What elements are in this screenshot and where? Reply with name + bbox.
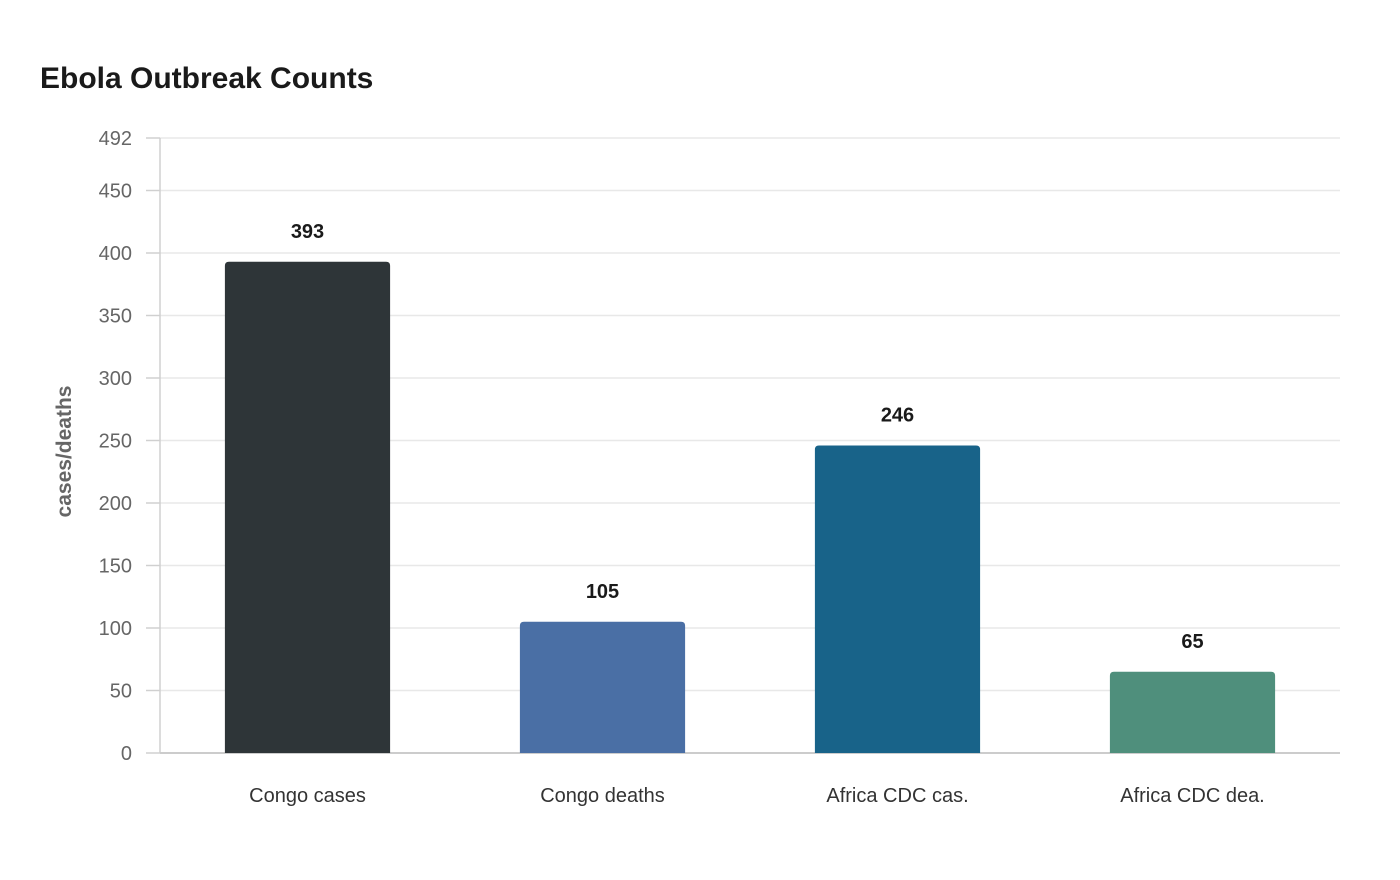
y-tick-label: 400 — [99, 243, 132, 265]
bar — [224, 261, 391, 753]
y-tick-label: 250 — [99, 431, 132, 453]
x-tick-label: Congo deaths — [540, 785, 665, 807]
bar — [1109, 671, 1276, 753]
y-tick-label: 50 — [110, 681, 132, 703]
y-tick-label: 350 — [99, 306, 132, 328]
axes: 0 50 100 150 200 250 300 350 400 450 492 — [99, 128, 1340, 765]
bar — [519, 621, 686, 753]
x-tick-label: Congo cases — [249, 785, 366, 807]
y-tick-label: 200 — [99, 493, 132, 515]
bars — [224, 261, 1276, 753]
bar — [814, 445, 981, 753]
labels: 393 Congo cases 105 Congo deaths 246 Africa C… — [249, 221, 1265, 807]
x-tick-label: Africa CDC dea. — [1120, 785, 1265, 807]
value-label: 393 — [291, 221, 324, 243]
value-label: 65 — [1181, 631, 1203, 653]
y-tick-label: 100 — [99, 618, 132, 640]
value-label: 246 — [881, 405, 914, 427]
y-tick-label: 492 — [99, 128, 132, 150]
y-tick-label: 150 — [99, 556, 132, 578]
chart-title: Ebola Outbreak Counts — [40, 62, 374, 95]
y-tick-label: 0 — [121, 743, 132, 765]
y-axis-title: cases/deaths — [53, 386, 76, 518]
y-tick-label: 450 — [99, 181, 132, 203]
value-label: 105 — [586, 581, 619, 603]
x-tick-label: Africa CDC cas. — [826, 785, 968, 807]
y-tick-label: 300 — [99, 368, 132, 390]
